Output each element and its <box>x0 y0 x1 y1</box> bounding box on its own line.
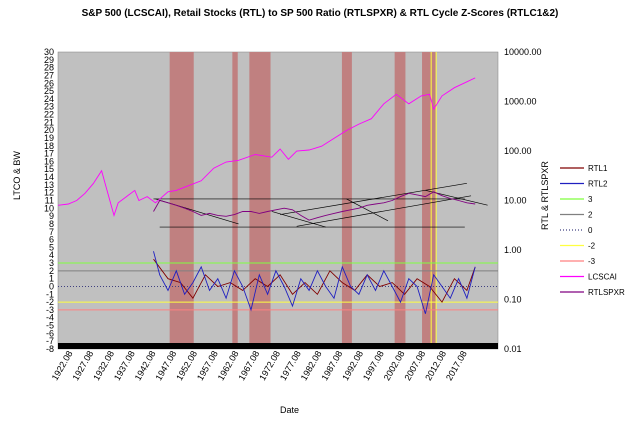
y-left-tick-label: 21 <box>44 117 54 127</box>
legend-label: 2 <box>588 211 593 220</box>
shaded-period <box>169 52 194 349</box>
y-left-tick-label: -7 <box>46 336 54 346</box>
y-left-tick-label: 10 <box>44 203 54 213</box>
y-left-tick-label: 2 <box>49 266 54 276</box>
series-line <box>153 258 476 303</box>
y-right-tick-label: 100.00 <box>504 146 532 156</box>
series-line <box>153 251 476 314</box>
y-left-tick-label: 20 <box>44 125 54 135</box>
y-left-tick-label: 14 <box>44 172 54 182</box>
y-left-tick-label: -5 <box>46 321 54 331</box>
y-left-tick-label: -4 <box>46 313 54 323</box>
trend-line <box>280 182 467 215</box>
y-left-tick-label: 3 <box>49 258 54 268</box>
y-left-tick-label: 22 <box>44 110 54 120</box>
y-right-tick-label: 10000.00 <box>504 47 542 57</box>
y-left-tick-label: 11 <box>45 196 54 206</box>
shaded-period <box>422 52 436 349</box>
legend-label: 0 <box>588 226 593 235</box>
shaded-period <box>249 52 271 349</box>
y-right-tick-label: 10.00 <box>504 196 527 206</box>
y-left-tick-label: 0 <box>49 281 54 291</box>
series-line <box>153 191 476 221</box>
y-right-tick-label: 1.00 <box>504 245 522 255</box>
y-left-tick-label: 1 <box>49 274 54 284</box>
series-line <box>57 77 476 217</box>
y-left-tick-label: -6 <box>46 328 54 338</box>
y-left-tick-label: 29 <box>44 55 54 65</box>
y-left-tick-label: 25 <box>44 86 54 96</box>
y-left-tick-label: 9 <box>49 211 54 221</box>
y-left-tick-label: 4 <box>49 250 54 260</box>
y-left-tick-label: -8 <box>46 344 54 354</box>
y-left-tick-label: 26 <box>44 78 54 88</box>
y-left-tick-label: 13 <box>44 180 54 190</box>
legend-label: RTL2 <box>588 180 608 189</box>
y-left-tick-label: 5 <box>49 242 54 252</box>
y-left-tick-label: 12 <box>44 188 54 198</box>
y-left-tick-label: 6 <box>49 235 54 245</box>
y-left-tick-label: 18 <box>44 141 54 151</box>
trend-line <box>346 198 389 222</box>
y-left-tick-label: -2 <box>46 297 54 307</box>
trend-line <box>296 195 472 227</box>
legend-label: LCSCAI <box>588 273 617 282</box>
shaded-period <box>341 52 352 349</box>
y-left-tick-label: 15 <box>44 164 54 174</box>
y-right-tick-label: 1000.00 <box>504 97 537 107</box>
legend-label: 3 <box>588 195 593 204</box>
y-right-tick-label: 0.01 <box>504 344 522 354</box>
legend-label: RTL1 <box>588 164 608 173</box>
chart-title: S&P 500 (LCSCAI), Retail Stocks (RTL) to… <box>81 8 559 19</box>
bottom-band <box>58 343 498 349</box>
legend-label: -3 <box>588 257 596 266</box>
y-left-tick-label: 17 <box>44 149 54 159</box>
y-left-tick-label: 27 <box>44 70 54 80</box>
legend-label: RTLSPXR <box>588 288 625 297</box>
y-left-tick-label: 19 <box>44 133 54 143</box>
y-left-tick-label: 23 <box>44 102 54 112</box>
shaded-period <box>394 52 406 349</box>
y-left-tick-label: 7 <box>49 227 54 237</box>
y-left-tick-label: 30 <box>44 47 54 57</box>
legend-label: -2 <box>588 242 596 251</box>
y-left-tick-label: -3 <box>46 305 54 315</box>
y-left-tick-label: -1 <box>46 289 54 299</box>
y-left-tick-label: 16 <box>44 156 54 166</box>
y-left-tick-label: 24 <box>44 94 54 104</box>
y-left-tick-label: 28 <box>44 63 54 73</box>
y-right-tick-label: 0.10 <box>504 295 522 305</box>
shaded-period <box>232 52 238 349</box>
trend-line <box>271 211 326 228</box>
x-axis-label: Date <box>280 405 300 415</box>
y-left-tick-label: 8 <box>49 219 54 229</box>
